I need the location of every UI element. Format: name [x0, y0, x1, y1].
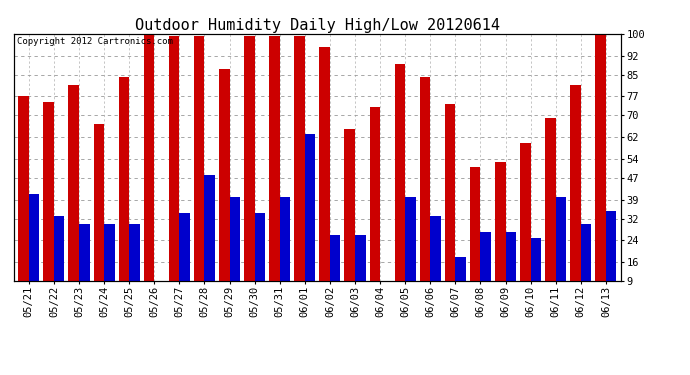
- Bar: [19, 96, 29, 306]
- Bar: [305, 134, 315, 306]
- Bar: [506, 232, 516, 306]
- Bar: [431, 216, 441, 306]
- Text: Copyright 2012 Cartronics.com: Copyright 2012 Cartronics.com: [17, 38, 172, 46]
- Bar: [119, 77, 129, 306]
- Bar: [68, 86, 79, 306]
- Bar: [269, 36, 279, 306]
- Bar: [545, 118, 555, 306]
- Bar: [330, 235, 340, 306]
- Bar: [144, 34, 155, 306]
- Bar: [104, 224, 115, 306]
- Bar: [445, 105, 455, 306]
- Bar: [244, 36, 255, 306]
- Bar: [255, 213, 265, 306]
- Bar: [219, 69, 230, 306]
- Bar: [279, 197, 290, 306]
- Bar: [495, 162, 506, 306]
- Bar: [455, 257, 466, 306]
- Bar: [155, 281, 165, 306]
- Bar: [405, 197, 416, 306]
- Bar: [319, 47, 330, 306]
- Bar: [531, 238, 541, 306]
- Bar: [595, 34, 606, 306]
- Bar: [129, 224, 140, 306]
- Bar: [380, 281, 391, 306]
- Bar: [179, 213, 190, 306]
- Bar: [370, 107, 380, 306]
- Title: Outdoor Humidity Daily High/Low 20120614: Outdoor Humidity Daily High/Low 20120614: [135, 18, 500, 33]
- Bar: [581, 224, 591, 306]
- Bar: [344, 129, 355, 306]
- Bar: [194, 36, 204, 306]
- Bar: [43, 102, 54, 306]
- Bar: [94, 123, 104, 306]
- Bar: [79, 224, 90, 306]
- Bar: [470, 167, 480, 306]
- Bar: [355, 235, 366, 306]
- Bar: [169, 36, 179, 306]
- Bar: [29, 194, 39, 306]
- Bar: [204, 175, 215, 306]
- Bar: [395, 64, 405, 306]
- Bar: [606, 210, 616, 306]
- Bar: [54, 216, 64, 306]
- Bar: [480, 232, 491, 306]
- Bar: [230, 197, 240, 306]
- Bar: [520, 142, 531, 306]
- Bar: [295, 36, 305, 306]
- Bar: [420, 77, 431, 306]
- Bar: [555, 197, 566, 306]
- Bar: [571, 86, 581, 306]
